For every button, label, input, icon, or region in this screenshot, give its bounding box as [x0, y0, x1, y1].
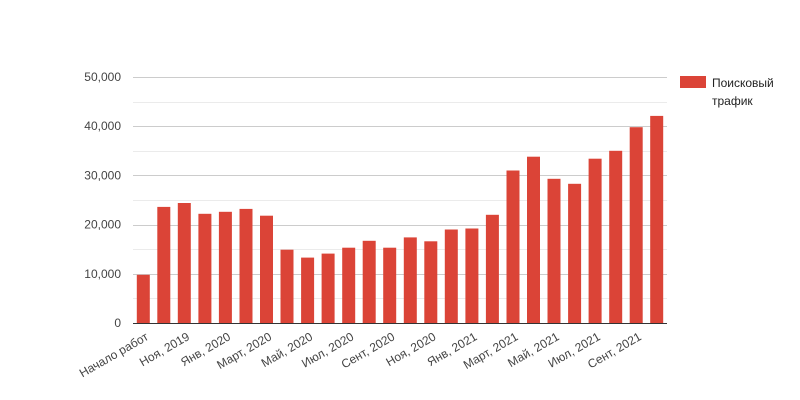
bar	[629, 127, 643, 323]
bar	[342, 247, 356, 323]
legend-swatch	[680, 76, 706, 88]
bar	[424, 241, 438, 323]
gridlines	[133, 77, 667, 299]
bar	[444, 229, 458, 323]
bar	[609, 150, 623, 323]
bars	[136, 115, 664, 324]
bar	[301, 257, 315, 323]
bar	[568, 183, 582, 323]
bar	[383, 247, 397, 323]
y-tick-label: 50,000	[84, 70, 121, 84]
bar	[588, 158, 602, 323]
y-axis-tick-labels: 0 10,000 20,000 30,000 40,000 50,000	[84, 70, 121, 330]
bar	[547, 178, 561, 323]
bar	[218, 211, 232, 323]
y-tick-label: 20,000	[84, 218, 121, 232]
bar	[403, 237, 417, 323]
bar	[650, 115, 664, 324]
bar	[157, 206, 171, 323]
bar	[506, 170, 520, 323]
bar	[198, 213, 212, 323]
bar	[177, 203, 191, 323]
legend-label: Поисковый трафик	[712, 76, 774, 108]
y-tick-label: 30,000	[84, 168, 121, 182]
bar	[321, 253, 335, 323]
bar	[260, 215, 273, 323]
bar	[280, 249, 294, 323]
y-tick-label: 10,000	[84, 267, 121, 281]
legend: Поисковый трафик	[680, 76, 774, 108]
bar	[527, 156, 540, 323]
bar	[485, 214, 499, 323]
bar	[465, 228, 479, 323]
bar	[136, 274, 150, 323]
y-tick-label: 40,000	[84, 119, 121, 133]
bar	[362, 240, 376, 323]
y-tick-label: 0	[114, 316, 121, 330]
bar	[239, 208, 253, 323]
